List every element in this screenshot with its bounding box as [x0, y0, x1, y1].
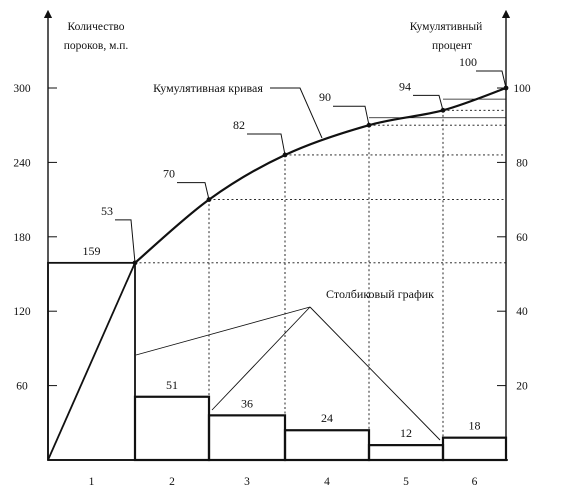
bar-4: [283, 429, 371, 462]
cumulative-curve-label: Кумулятивная кривая: [153, 81, 263, 95]
cumulative-leader-5: [413, 94, 444, 111]
right-tick-label-2: 60: [516, 232, 528, 244]
bar-graph-line-mid: [211, 306, 311, 411]
cumulative-label-1: 53: [101, 204, 113, 218]
bar-graph-label: Столбиковый график: [326, 287, 434, 301]
right-tick-label-4: 100: [513, 83, 531, 95]
right-tick-label-1: 40: [516, 306, 528, 318]
left-axis-title-line-2: пороков, м.п.: [64, 40, 129, 52]
cumulative-leader-6: [476, 70, 507, 89]
bar-5: [367, 444, 445, 462]
bar-value-label-4: 24: [321, 411, 333, 425]
cumulative-leader-1: [115, 219, 136, 263]
chart-labels: Количество пороков, м.п. Кумулятивный пр…: [64, 21, 507, 440]
left-tick-label-1: 120: [13, 306, 31, 318]
bar-6: [441, 436, 508, 462]
x-tick-label-0: 1: [89, 476, 95, 488]
curve-segment-0: [47, 262, 136, 461]
cumulative-label-6: 100: [459, 55, 477, 69]
cumulative-label-3: 82: [233, 118, 245, 132]
right-tick-label-0: 20: [516, 381, 528, 393]
cumulative-label-5: 94: [399, 79, 411, 93]
bar-graph-line-right: [309, 306, 441, 441]
cumulative-leader-3: [247, 133, 286, 156]
bar-value-label-2: 51: [166, 378, 178, 392]
right-tick-label-3: 80: [516, 157, 528, 169]
cumulative-curve-leader: [270, 87, 323, 139]
bar-value-label-5: 12: [400, 426, 412, 440]
cumulative-leader-2: [177, 182, 210, 200]
cumulative-leader-4: [333, 105, 370, 126]
x-tick-label-4: 5: [403, 476, 409, 488]
x-tick-label-3: 4: [324, 476, 330, 488]
curve-point-3: [282, 152, 288, 158]
bar-value-label-3: 36: [241, 396, 253, 410]
left-tick-label-3: 240: [13, 157, 31, 169]
bar-graph-line-left: [135, 306, 311, 356]
bar-value-label-6: 18: [469, 419, 481, 433]
x-tick-label-5: 6: [472, 476, 478, 488]
cumulative-label-2: 70: [163, 167, 175, 181]
cumulative-curve-line: [134, 86, 507, 264]
left-axis-title-line-1: Количество: [68, 21, 125, 33]
x-tick-label-2: 3: [244, 476, 250, 488]
left-tick-label-2: 180: [13, 232, 31, 244]
right-axis-title-line-1: Кумулятивный: [410, 21, 483, 33]
bars: [47, 261, 508, 462]
cumulative-curve: [47, 85, 509, 461]
bar-3: [207, 414, 287, 462]
x-tick-label-1: 2: [169, 476, 175, 488]
left-tick-label-4: 300: [13, 83, 31, 95]
right-axis-title-line-2: процент: [432, 40, 472, 52]
bar-1: [47, 261, 136, 461]
bar-2: [133, 395, 211, 462]
cumulative-label-4: 90: [319, 90, 331, 104]
left-tick-label-0: 60: [16, 381, 28, 393]
bar-value-label-1: 159: [83, 244, 101, 258]
grid-lines: [134, 88, 507, 460]
